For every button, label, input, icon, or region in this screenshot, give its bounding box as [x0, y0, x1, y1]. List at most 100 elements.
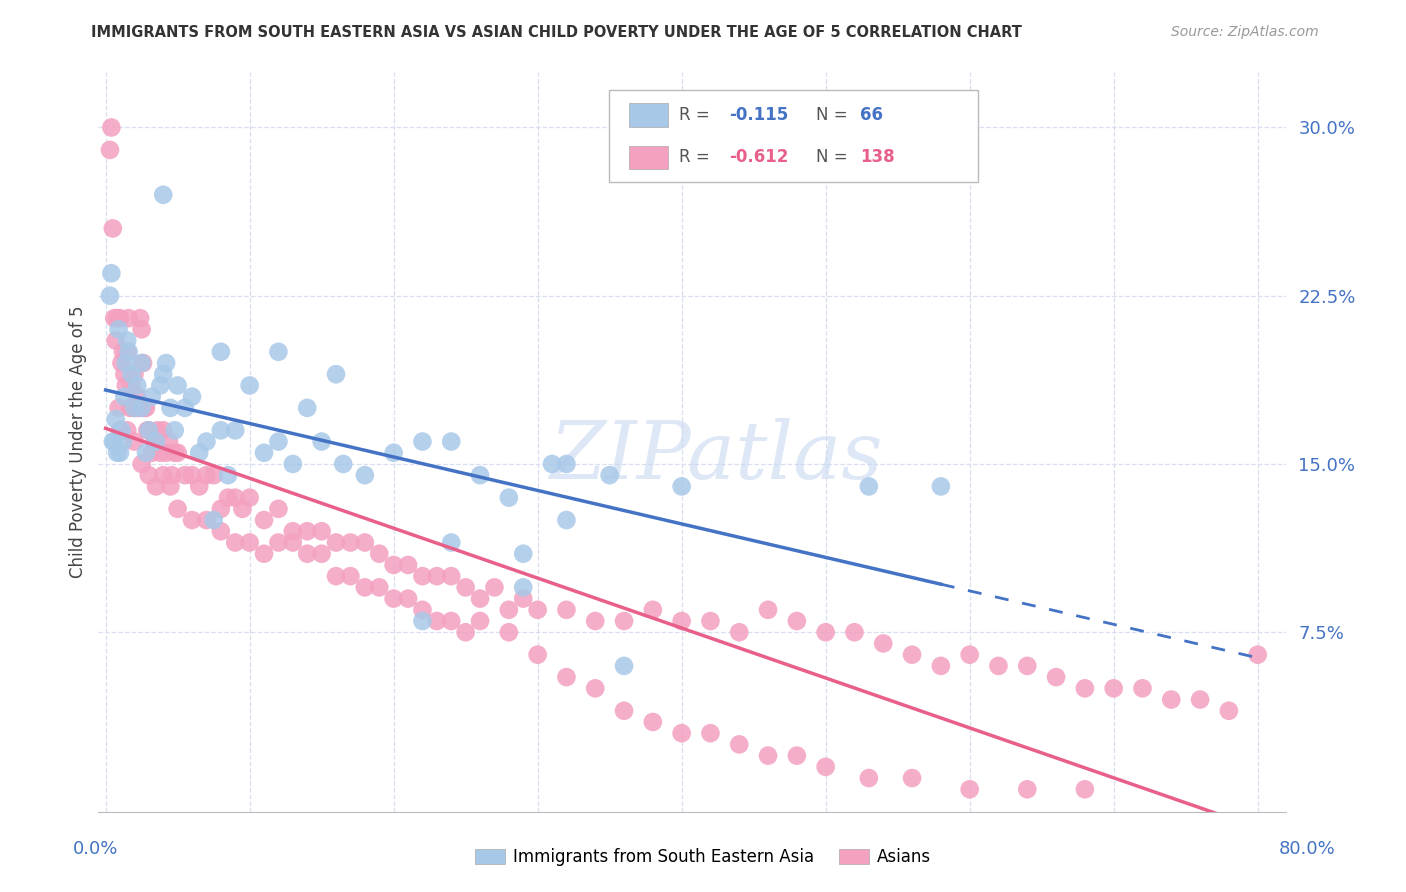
- Point: [484, 580, 506, 594]
- Point: [160, 468, 183, 483]
- Point: [124, 401, 146, 415]
- Point: [526, 648, 548, 662]
- Point: [1132, 681, 1154, 696]
- Point: [440, 614, 463, 628]
- Point: [157, 434, 180, 449]
- Point: [181, 390, 204, 404]
- Point: [396, 591, 419, 606]
- Point: [901, 771, 924, 785]
- Point: [127, 378, 149, 392]
- Point: [396, 558, 419, 572]
- FancyBboxPatch shape: [609, 90, 977, 183]
- Point: [110, 356, 132, 370]
- Point: [135, 401, 157, 415]
- Point: [339, 569, 361, 583]
- Text: IMMIGRANTS FROM SOUTH EASTERN ASIA VS ASIAN CHILD POVERTY UNDER THE AGE OF 5 COR: IMMIGRANTS FROM SOUTH EASTERN ASIA VS AS…: [91, 25, 1022, 40]
- Point: [325, 569, 347, 583]
- Point: [756, 748, 779, 763]
- Point: [181, 513, 204, 527]
- Point: [353, 580, 375, 594]
- Point: [202, 513, 225, 527]
- Point: [121, 378, 143, 392]
- Point: [152, 468, 174, 483]
- Point: [239, 378, 262, 392]
- Point: [173, 468, 195, 483]
- Point: [281, 457, 304, 471]
- Point: [613, 704, 636, 718]
- Point: [382, 446, 405, 460]
- Point: [786, 614, 808, 628]
- Text: R =: R =: [679, 106, 716, 124]
- Point: [195, 513, 218, 527]
- Point: [555, 670, 578, 684]
- Point: [583, 681, 606, 696]
- Point: [128, 401, 150, 415]
- Point: [105, 446, 128, 460]
- Point: [297, 547, 319, 561]
- Point: [599, 468, 621, 483]
- Point: [281, 535, 304, 549]
- Point: [152, 187, 174, 202]
- Point: [101, 434, 124, 449]
- Point: [195, 434, 218, 449]
- Point: [1045, 670, 1067, 684]
- Point: [353, 535, 375, 549]
- Point: [166, 501, 188, 516]
- FancyBboxPatch shape: [630, 145, 668, 169]
- Point: [195, 468, 218, 483]
- Point: [440, 569, 463, 583]
- Point: [166, 378, 188, 392]
- Point: [239, 535, 262, 549]
- Point: [468, 614, 491, 628]
- Point: [132, 356, 155, 370]
- Point: [239, 491, 262, 505]
- Point: [555, 513, 578, 527]
- Point: [512, 580, 534, 594]
- Point: [173, 401, 195, 415]
- Point: [224, 491, 246, 505]
- Point: [209, 501, 232, 516]
- Point: [149, 446, 172, 460]
- Point: [125, 401, 148, 415]
- Point: [613, 659, 636, 673]
- Point: [671, 726, 693, 740]
- Point: [512, 591, 534, 606]
- Point: [135, 446, 157, 460]
- Point: [124, 368, 146, 382]
- Point: [411, 603, 433, 617]
- Point: [98, 289, 121, 303]
- Point: [671, 614, 693, 628]
- Point: [188, 479, 211, 493]
- Point: [217, 468, 239, 483]
- Point: [297, 401, 319, 415]
- Point: [1102, 681, 1125, 696]
- Point: [163, 423, 186, 437]
- Point: [118, 344, 141, 359]
- Point: [141, 446, 163, 460]
- Point: [728, 738, 751, 752]
- Point: [267, 344, 290, 359]
- Point: [121, 368, 143, 382]
- Point: [468, 468, 491, 483]
- Text: 80.0%: 80.0%: [1279, 840, 1336, 858]
- Point: [368, 547, 391, 561]
- Point: [426, 569, 449, 583]
- Point: [202, 468, 225, 483]
- Point: [209, 344, 232, 359]
- Point: [253, 547, 276, 561]
- Point: [209, 524, 232, 539]
- Point: [454, 625, 477, 640]
- Point: [555, 457, 578, 471]
- Point: [440, 434, 463, 449]
- Point: [339, 535, 361, 549]
- Point: [131, 322, 153, 336]
- Point: [131, 356, 153, 370]
- Point: [122, 401, 145, 415]
- Point: [959, 648, 981, 662]
- Point: [541, 457, 564, 471]
- Point: [108, 446, 131, 460]
- Point: [1017, 782, 1039, 797]
- Point: [1189, 692, 1212, 706]
- Point: [103, 434, 125, 449]
- Point: [858, 771, 880, 785]
